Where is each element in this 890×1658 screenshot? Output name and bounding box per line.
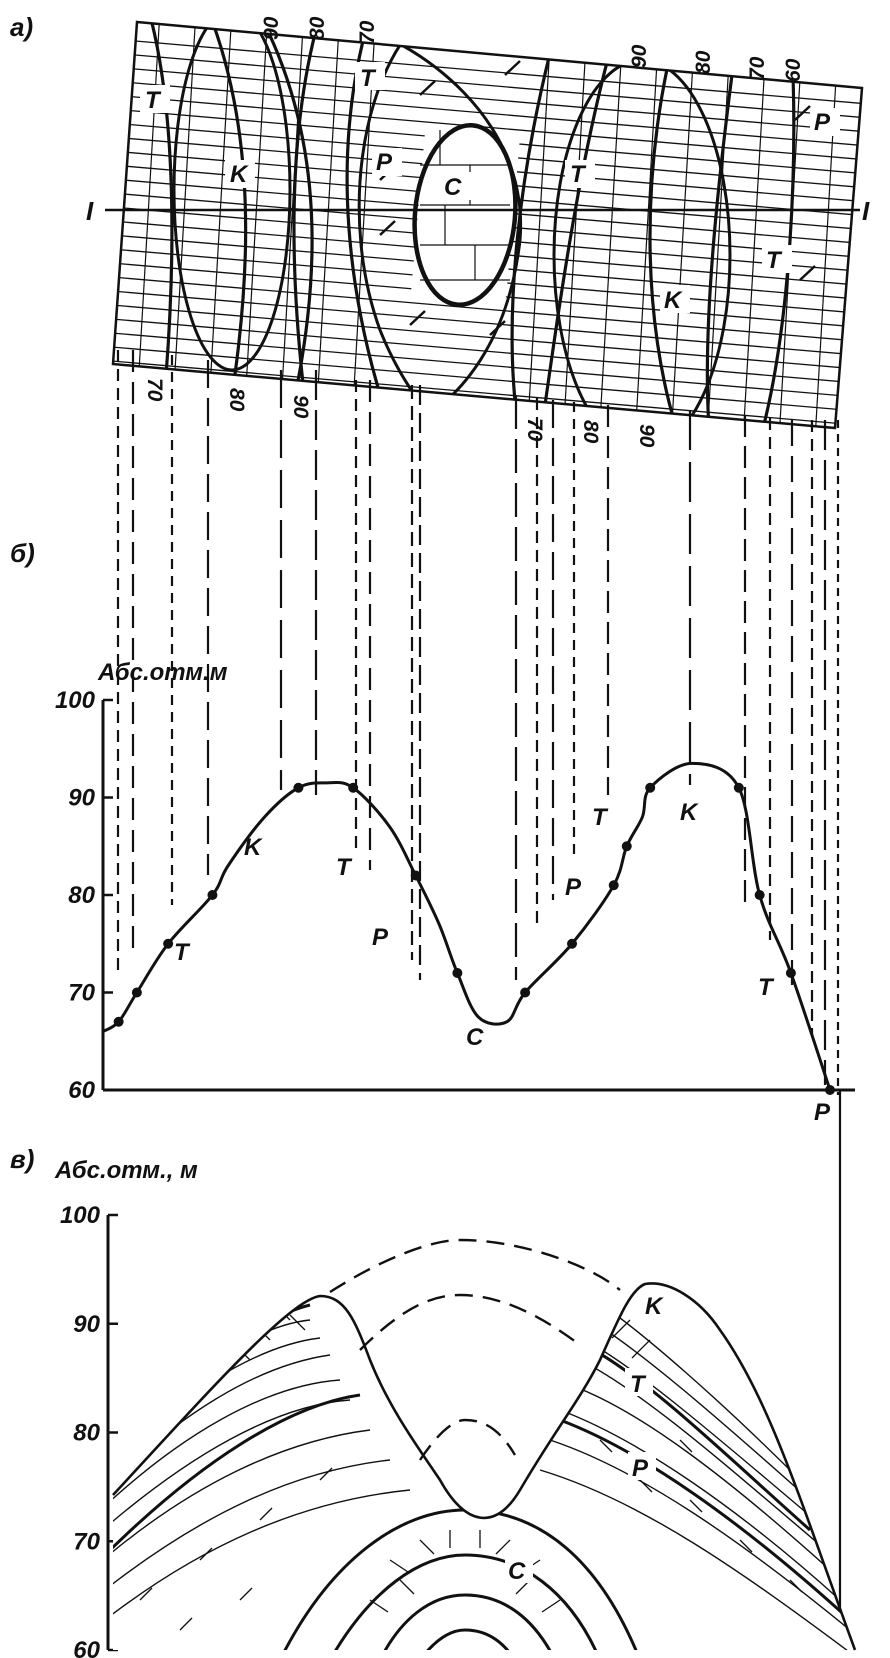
outcrop-label: T	[570, 161, 587, 188]
profile-point	[621, 841, 632, 852]
contour-label: 80	[692, 50, 715, 74]
contour-label: 80	[225, 388, 248, 412]
y-tick-label: 90	[68, 785, 95, 812]
profile-points	[113, 782, 835, 1095]
panel-a-label: а)	[10, 12, 33, 42]
profile-marker: T	[758, 974, 775, 1001]
section-layer-label: C	[508, 1558, 526, 1585]
y-tick-label: 70	[68, 980, 95, 1007]
outcrop-label: K	[230, 161, 249, 188]
profile-y-ticks: 100 90 80 70 60	[55, 687, 113, 1104]
y-tick-label: 80	[73, 1420, 100, 1447]
profile-point	[293, 782, 304, 793]
contour-label: 90	[289, 395, 312, 419]
contour-label: 70	[143, 378, 166, 402]
outcrop-label: T	[766, 247, 783, 274]
map-hatching	[113, 22, 862, 428]
panel-c-label: в)	[10, 1144, 34, 1174]
contour-label: 70	[523, 418, 546, 442]
projection-lines	[116, 350, 840, 1095]
eroded-fold-dashed	[329, 1238, 621, 1461]
section-layer-label: K	[645, 1293, 664, 1320]
profile-markers: K T T P C P T K T P	[174, 799, 831, 1126]
outcrop-label: P	[814, 109, 831, 136]
profile-marker: T	[592, 804, 609, 831]
profile-point	[113, 1016, 124, 1027]
profile-point	[410, 870, 421, 881]
profile-point	[825, 1085, 835, 1095]
outcrop-label: K	[664, 287, 683, 314]
outcrop-label: P	[376, 149, 393, 176]
profile-point	[608, 880, 619, 891]
y-tick-label: 70	[73, 1528, 100, 1555]
section-line-right-label: I	[862, 196, 870, 226]
section-line-left-label: I	[86, 196, 94, 226]
section-y-title: Абс.отм., м	[54, 1157, 198, 1184]
profile-point	[452, 968, 463, 978]
contour-label: 70	[356, 20, 379, 44]
section-strata	[113, 1283, 855, 1650]
profile-marker: P	[372, 924, 389, 951]
profile-point	[567, 938, 578, 949]
contour-label: 80	[579, 420, 602, 444]
profile-point	[754, 890, 765, 900]
outcrop-label: C	[444, 174, 462, 201]
section-layer-label: P	[632, 1455, 649, 1482]
panel-c-section: в) Абс.отм., м 100 90 80 70 60	[10, 1144, 857, 1658]
contour-label: 60	[782, 58, 805, 82]
profile-marker: C	[466, 1024, 484, 1051]
panel-a-map: а)	[10, 12, 870, 448]
profile-marker: K	[244, 834, 263, 861]
profile-line	[102, 761, 832, 1091]
profile-point	[520, 987, 531, 998]
profile-marker: K	[680, 799, 699, 826]
y-tick-label: 60	[68, 1077, 95, 1104]
panel-b-profile: б) Абс.отм.м 100 90 80 70 60 K T T P C P T K…	[10, 538, 855, 1650]
profile-y-title: Абс.отм.м	[97, 659, 228, 686]
outcrop-label: T	[145, 87, 162, 114]
section-layer-labels: K T P C	[508, 1293, 664, 1585]
y-tick-label: 60	[73, 1637, 100, 1658]
section-y-ticks: 100 90 80 70 60	[60, 1202, 118, 1658]
profile-point	[131, 987, 142, 998]
contour-label: 90	[260, 16, 283, 40]
contour-label: 90	[635, 424, 658, 448]
profile-point	[785, 968, 796, 978]
profile-point	[207, 890, 218, 900]
y-tick-label: 100	[55, 687, 96, 714]
profile-point	[645, 782, 656, 793]
profile-point	[163, 938, 174, 949]
profile-point	[348, 782, 359, 793]
section-surface	[112, 1282, 857, 1651]
y-tick-label: 90	[73, 1311, 100, 1338]
map-contour-labels: 90 80 70 90 80 70 60 70 80 90 70 80 90	[143, 16, 805, 447]
y-tick-label: 80	[68, 882, 95, 909]
panel-b-label: б)	[10, 538, 35, 568]
profile-marker: P	[814, 1099, 831, 1126]
contour-label: 80	[306, 16, 329, 40]
section-layer-label: T	[630, 1371, 647, 1398]
profile-marker: T	[336, 854, 353, 881]
profile-marker: P	[565, 874, 582, 901]
map-outcrop-labels: T K T P C T K T P	[140, 62, 840, 314]
profile-marker: T	[174, 939, 191, 966]
profile-point	[733, 782, 744, 793]
outcrop-label: T	[360, 65, 377, 92]
y-tick-label: 100	[60, 1202, 101, 1229]
contour-label: 70	[746, 56, 769, 80]
contour-label: 90	[628, 44, 651, 68]
